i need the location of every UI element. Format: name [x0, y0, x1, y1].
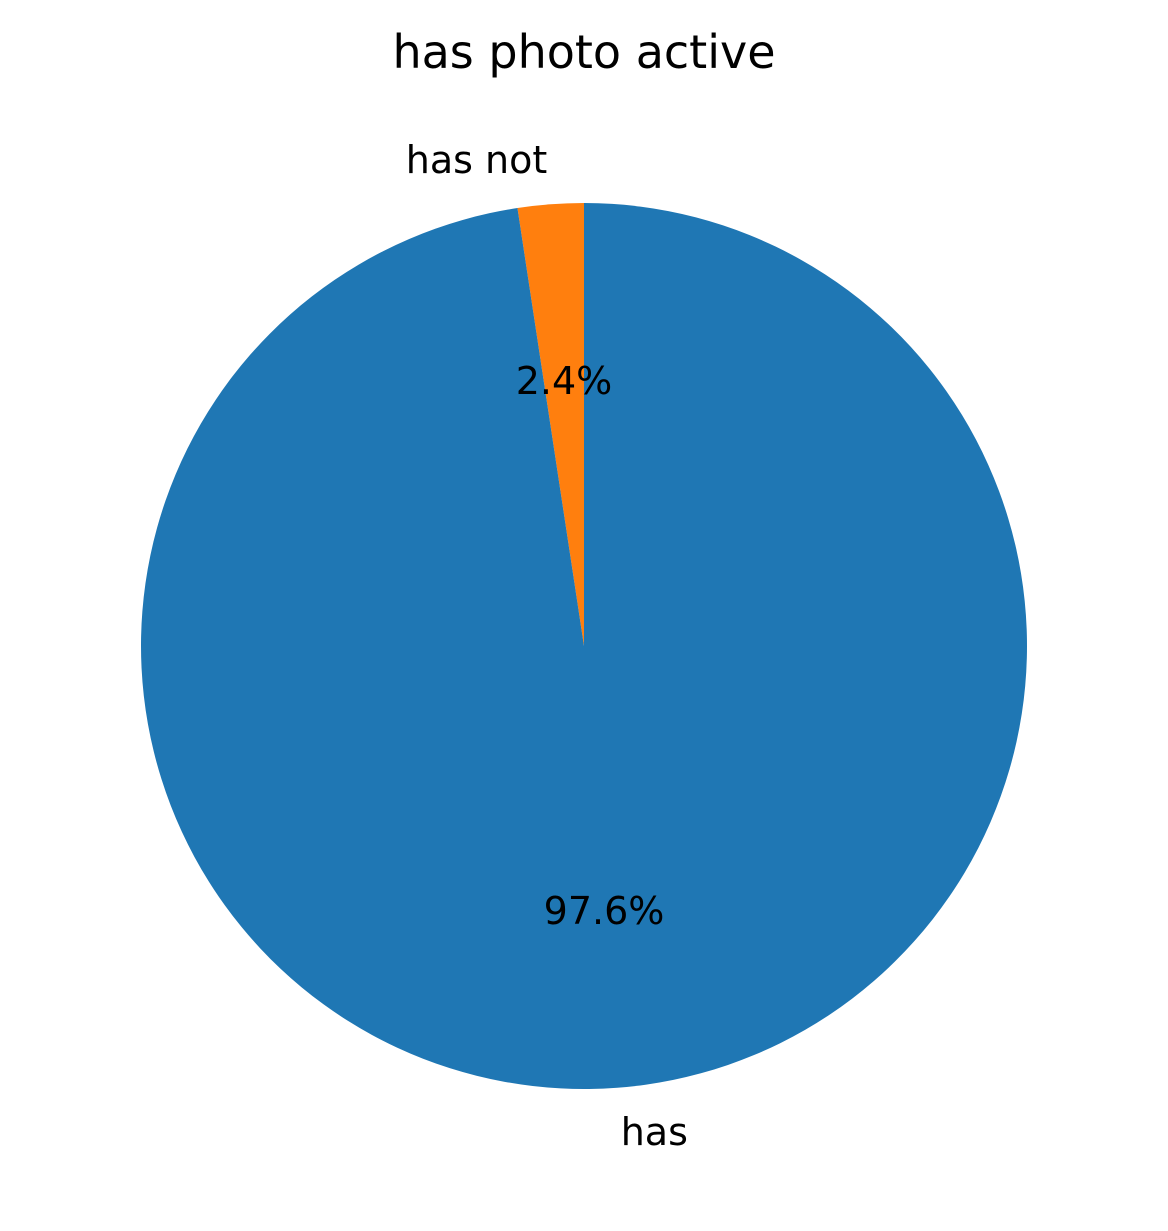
slice-label-has: has [621, 1110, 688, 1154]
slice-percent-has: 97.6% [544, 889, 665, 933]
chart-title: has photo active [392, 25, 775, 79]
pie-slice-has-not [517, 203, 584, 646]
pie-labels: has not 2.4% has 97.6% [406, 138, 688, 1154]
pie-slice-has [141, 203, 1028, 1089]
pie-slices [141, 203, 1028, 1089]
slice-label-has-not: has not [406, 138, 547, 182]
slice-percent-has-not: 2.4% [516, 359, 613, 403]
